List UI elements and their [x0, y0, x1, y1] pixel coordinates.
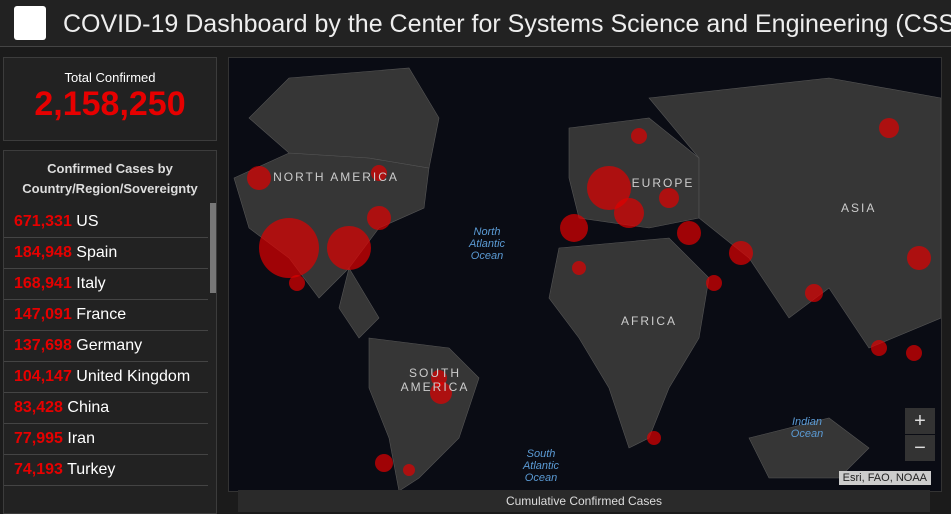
case-count: 74,193: [14, 461, 63, 478]
country-row[interactable]: 671,331 US: [4, 207, 208, 238]
country-row[interactable]: 168,941 Italy: [4, 269, 208, 300]
country-row[interactable]: 83,428 China: [4, 393, 208, 424]
title: COVID-19 Dashboard by the Center for Sys…: [63, 10, 951, 38]
country-name: Spain: [76, 244, 118, 261]
country-name: Iran: [67, 430, 95, 447]
country-name: US: [76, 213, 99, 230]
ocean-label: North Atlantic Ocean: [468, 226, 506, 262]
ocean-label: Indian Ocean: [790, 416, 824, 440]
total-value: 2,158,250: [34, 85, 186, 123]
total-panel: Total Confirmed 2,158,250: [3, 57, 217, 141]
case-count: 137,698: [14, 337, 72, 354]
country-name: United Kingdom: [76, 368, 191, 385]
case-count: 104,147: [14, 368, 72, 385]
zoom-out[interactable]: −: [905, 435, 935, 461]
map[interactable]: NORTH AMERICA North Atlantic Ocean EUROPE A…: [228, 57, 942, 492]
country-name: Turkey: [67, 461, 116, 478]
case-count: 184,948: [14, 244, 72, 261]
footer: Cumulative Confirmed Cases: [238, 490, 930, 512]
continent-label: ASIA: [841, 201, 877, 215]
country-row[interactable]: 137,698 Germany: [4, 331, 208, 362]
country-name: China: [67, 399, 110, 416]
case-count: 77,995: [14, 430, 63, 447]
country-row[interactable]: 104,147 United Kingdom: [4, 362, 208, 393]
list-title: Confirmed Cases by Country/Region/Sovere…: [22, 161, 198, 196]
country-name: Germany: [76, 337, 143, 354]
country-name: Italy: [76, 275, 106, 292]
country-row[interactable]: 74,193 Turkey: [4, 455, 208, 486]
continent-label: NORTH AMERICA: [273, 170, 399, 184]
case-count: 147,091: [14, 306, 72, 323]
map-shapes: [233, 67, 941, 491]
zoom-in[interactable]: +: [905, 408, 935, 434]
case-count: 83,428: [14, 399, 63, 416]
country-name: France: [76, 306, 127, 323]
country-row[interactable]: 147,091 France: [4, 300, 208, 331]
continent-label: SOUTH AMERICA: [400, 366, 470, 394]
logo: [14, 6, 46, 40]
country-row[interactable]: 77,995 Iran: [4, 424, 208, 455]
case-count: 671,331: [14, 213, 72, 230]
scrollbar[interactable]: [210, 203, 216, 293]
country-row[interactable]: 184,948 Spain: [4, 238, 208, 269]
ocean-label: South Atlantic Ocean: [522, 448, 560, 484]
continent-label: EUROPE: [631, 176, 695, 190]
total-label: Total Confirmed: [64, 70, 156, 85]
header: COVID-19 Dashboard by the Center for Sys…: [0, 0, 951, 47]
attribution: Esri, FAO, NOAA: [838, 471, 931, 485]
country-list: Confirmed Cases by Country/Region/Sovere…: [3, 150, 217, 514]
rows: 671,331 US 184,948 Spain 168,941 Italy 147,…: [4, 207, 216, 486]
continent-label: AFRICA: [621, 314, 678, 328]
case-count: 168,941: [14, 275, 72, 292]
